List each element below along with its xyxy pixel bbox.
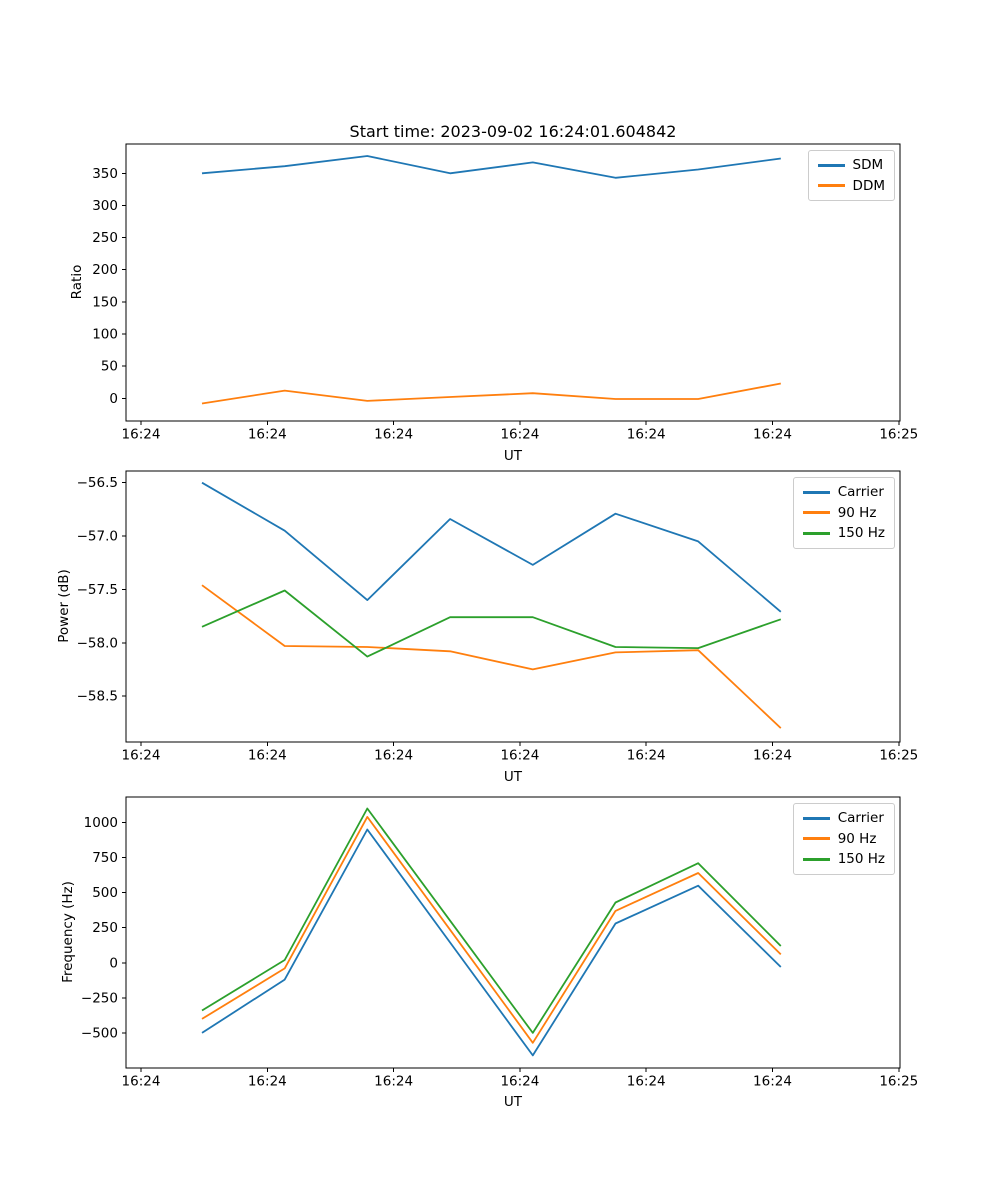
power-chart-frame [125, 470, 901, 743]
legend-label: Carrier [837, 810, 884, 826]
legend-item: Carrier [802, 808, 885, 829]
legend-item: DDM [817, 176, 885, 197]
legend-item: 150 Hz [802, 523, 885, 544]
x-tick-label: 16:24 [122, 748, 161, 764]
x-tick-label: 16:24 [500, 427, 539, 443]
y-tick-label: −250 [81, 990, 118, 1006]
x-tick-label: 16:24 [122, 1074, 161, 1090]
power-chart-line-carrier [201, 481, 782, 613]
frequency-chart-frame [125, 796, 901, 1069]
legend-power-chart: Carrier 90 Hz 150 Hz [792, 477, 895, 549]
legend-line-swatch [817, 163, 845, 167]
y-tick-label: 0 [109, 955, 118, 971]
legend-line-swatch [802, 511, 830, 515]
legend-line-swatch [802, 490, 830, 494]
x-tick-label: 16:24 [122, 427, 161, 443]
power-chart-line-90-hz [201, 584, 782, 729]
y-tick-label: −500 [81, 1025, 118, 1041]
x-tick-label: 16:24 [500, 748, 539, 764]
legend-label: SDM [852, 157, 884, 173]
y-tick-label: 0 [109, 391, 118, 407]
y-tick-label: −56.5 [77, 475, 118, 491]
y-axis-label-power: Power (dB) [56, 569, 72, 643]
x-tick-label: 16:24 [374, 427, 413, 443]
frequency-chart-line-carrier [201, 828, 782, 1057]
y-tick-label: 750 [92, 850, 118, 866]
legend-ratio-chart: SDM DDM [807, 150, 895, 201]
y-axis-label-frequency: Frequency (Hz) [60, 881, 76, 983]
y-tick-label: 500 [92, 885, 118, 901]
y-tick-label: 350 [92, 166, 118, 182]
x-tick-label: 16:24 [627, 427, 666, 443]
x-axis-label-ut-2: UT [503, 769, 523, 785]
x-tick-label: 16:24 [627, 1074, 666, 1090]
power-chart-line-150-hz [201, 589, 782, 658]
legend-item: Carrier [802, 482, 885, 503]
y-tick-label: −58.0 [77, 635, 118, 651]
x-tick-label: 16:24 [248, 1074, 287, 1090]
x-tick-label: 16:24 [753, 427, 792, 443]
x-tick-label: 16:24 [500, 1074, 539, 1090]
x-tick-label: 16:24 [374, 748, 413, 764]
legend-item: 90 Hz [802, 503, 885, 524]
y-tick-label: 250 [92, 230, 118, 246]
legend-line-swatch [817, 184, 845, 188]
x-tick-label: 16:24 [374, 1074, 413, 1090]
legend-line-swatch [802, 837, 830, 841]
y-tick-label: −57.5 [77, 582, 118, 598]
legend-label: DDM [852, 177, 885, 194]
y-axis-label-ratio: Ratio [69, 264, 85, 300]
y-tick-label: 150 [92, 294, 118, 310]
ratio-chart-frame [125, 143, 901, 422]
y-tick-label: 250 [92, 920, 118, 936]
x-tick-label: 16:24 [627, 748, 666, 764]
frequency-chart-line-90-hz [201, 816, 782, 1044]
legend-item: 150 Hz [802, 849, 885, 870]
x-axis-label-ut-3: UT [503, 1094, 523, 1110]
x-tick-label: 16:24 [248, 748, 287, 764]
legend-item: SDM [817, 155, 885, 176]
y-tick-label: 50 [101, 359, 118, 375]
legend-line-swatch [802, 531, 830, 535]
x-axis-label-ut-1: UT [503, 448, 523, 464]
y-tick-label: 300 [92, 198, 118, 214]
legend-label: 90 Hz [837, 830, 877, 847]
y-tick-label: 200 [92, 262, 118, 278]
ratio-chart-line-ddm [201, 382, 781, 405]
x-tick-label: 16:25 [879, 427, 918, 443]
ratio-chart-line-sdm [201, 155, 781, 179]
x-tick-label: 16:25 [879, 748, 918, 764]
legend-label: Carrier [837, 484, 884, 500]
legend-line-swatch [802, 857, 830, 861]
legend-frequency-chart: Carrier 90 Hz 150 Hz [792, 803, 895, 875]
y-tick-label: 1000 [84, 815, 118, 831]
y-tick-label: −58.5 [77, 689, 118, 705]
frequency-chart-line-150-hz [201, 807, 782, 1034]
x-tick-label: 16:24 [753, 748, 792, 764]
x-tick-label: 16:24 [248, 427, 287, 443]
legend-label: 150 Hz [837, 525, 885, 541]
legend-line-swatch [802, 816, 830, 820]
x-tick-label: 16:24 [753, 1074, 792, 1090]
x-tick-label: 16:25 [879, 1074, 918, 1090]
legend-label: 150 Hz [837, 851, 885, 867]
y-tick-label: 100 [92, 327, 118, 343]
legend-item: 90 Hz [802, 829, 885, 850]
figure-title: Start time: 2023-09-02 16:24:01.604842 [349, 122, 677, 141]
legend-label: 90 Hz [837, 504, 877, 521]
y-tick-label: −57.0 [77, 529, 118, 545]
